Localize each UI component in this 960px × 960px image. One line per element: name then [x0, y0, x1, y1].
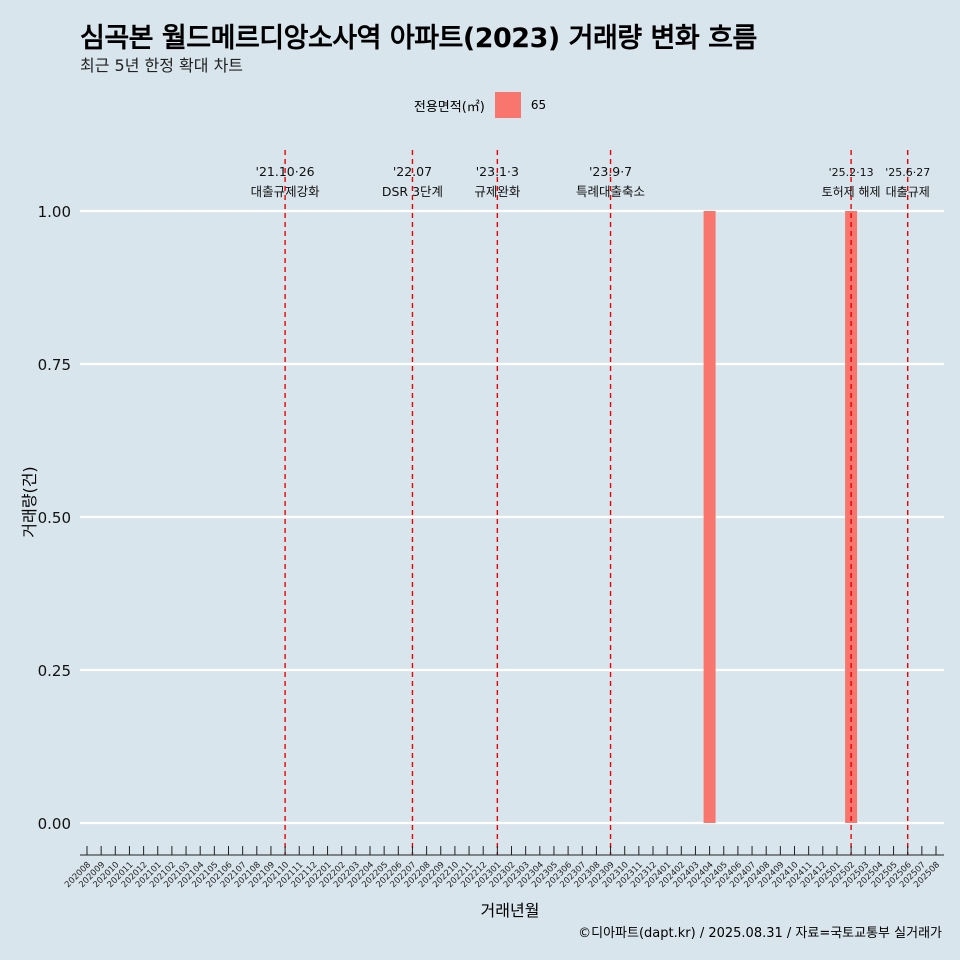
event-lines: '21.10·26 대출규제강화 '22.07 DSR 3단계 '23.1·3 규제완화 '… — [251, 150, 930, 855]
chart-title: 심곡본 월드메르디앙소사역 아파트(2023) 거래량 변화 흐름 — [80, 23, 757, 54]
event-label: 특례대출축소 — [576, 184, 645, 199]
y-axis-label: 거래량(건) — [20, 466, 39, 538]
legend-swatch — [494, 92, 521, 118]
event-date-label: '23.1·3 — [476, 164, 519, 179]
bar — [703, 211, 716, 823]
bar — [845, 211, 858, 823]
x-axis-label: 거래년월 — [480, 901, 540, 920]
event-label: 대출규제강화 — [251, 184, 321, 199]
event-date-label: '25.2·13 — [829, 166, 874, 179]
y-tick-label: 1.00 — [38, 203, 71, 221]
event-label: DSR 3단계 — [382, 184, 443, 199]
legend-item-label: 65 — [530, 98, 547, 112]
y-tick-label: 0.50 — [38, 509, 71, 527]
legend: 전용면적(㎡) 65 — [0, 92, 960, 118]
event-label: 토허제 해제 — [822, 185, 881, 199]
legend-title: 전용면적(㎡) — [413, 99, 485, 115]
event-label: 대출규제 — [886, 185, 930, 199]
event-date-label: '23.9·7 — [589, 164, 632, 179]
chart-subtitle: 최근 5년 한정 확대 차트 — [80, 56, 244, 75]
source-caption: ©디아파트(dapt.kr) / 2025.08.31 / 자료=국토교통부 실… — [578, 926, 942, 941]
bars — [703, 211, 858, 823]
event-label: 규제완화 — [474, 184, 521, 199]
grid-lines — [80, 209, 944, 825]
x-axis: 2020082020092020102020112020122021012021… — [63, 846, 944, 890]
event-date-label: '21.10·26 — [256, 164, 315, 179]
event-date-label: '25.6·27 — [885, 166, 930, 179]
y-tick-label: 0.25 — [38, 662, 71, 680]
y-tick-labels: 0.00 0.25 0.50 0.75 1.00 — [38, 203, 71, 833]
y-tick-label: 0.75 — [38, 356, 71, 374]
y-tick-label: 0.00 — [38, 815, 71, 833]
event-date-label: '22.07 — [393, 164, 432, 179]
